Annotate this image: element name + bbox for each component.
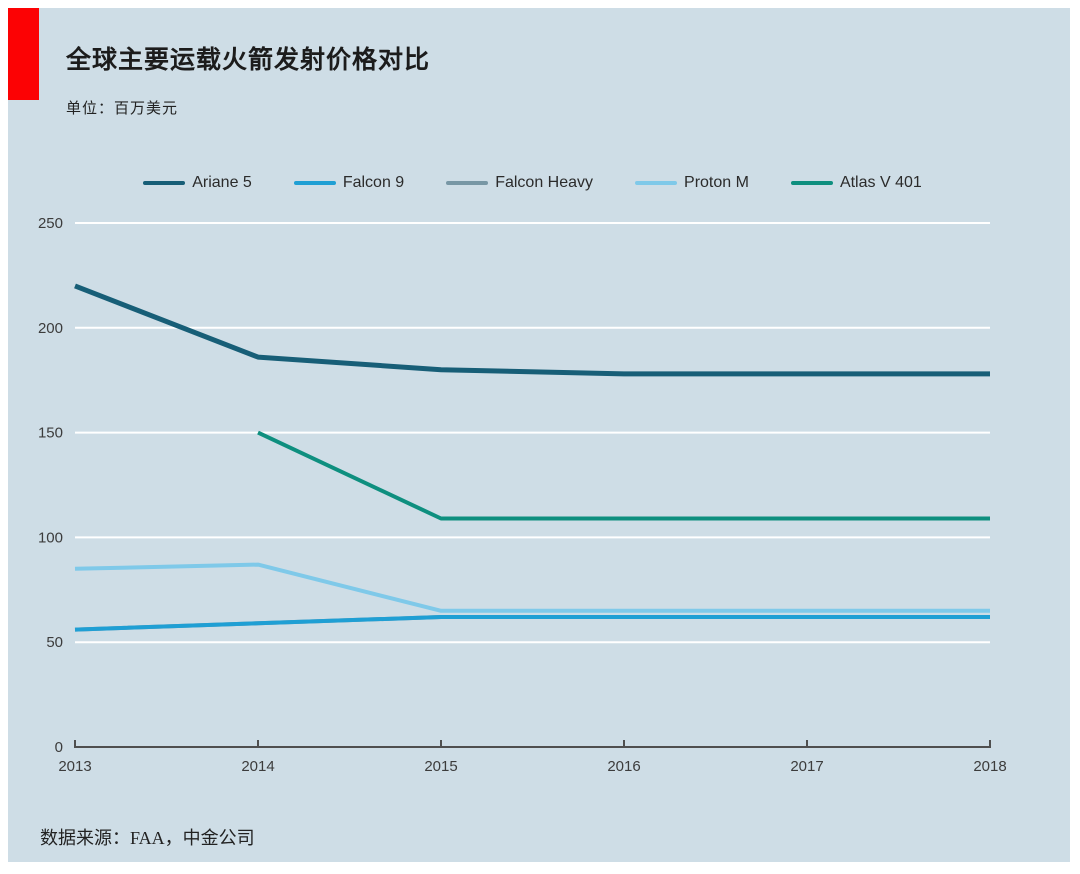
legend-label-falcon-9: Falcon 9 [342,174,405,191]
chart-title: 全球主要运载火箭发射价格对比 [66,46,431,74]
x-tick-label-2015: 2015 [424,758,457,775]
chart-legend: Ariane 5 Falcon 9 Falcon Heavy Proton M Atla… [75,174,990,192]
data-source-note: 数据来源：FAA，中金公司 [40,828,255,848]
legend-swatch-falcon-heavy [446,181,489,185]
x-tick-label-2016: 2016 [607,758,640,775]
unit-label: 单位：百万美元 [66,100,179,117]
legend-item-ariane-5: Ariane 5 [143,174,252,192]
legend-swatch-proton-m [635,181,678,185]
y-tick-label-100: 100 [38,529,63,546]
red-accent-block [8,8,39,100]
legend-label-falcon-heavy: Falcon Heavy [495,174,594,191]
legend-item-falcon-heavy: Falcon Heavy [446,174,593,192]
y-tick-label-200: 200 [38,320,63,337]
x-tick-label-2014: 2014 [241,758,274,775]
series-line-falcon-9 [74,615,990,632]
chart-panel [8,8,1070,862]
legend-swatch-falcon-9 [293,181,336,185]
legend-label-ariane-5: Ariane 5 [192,174,252,191]
y-tick-label-150: 150 [38,425,63,442]
legend-item-proton-m: Proton M [635,174,749,192]
y-tick-label-0: 0 [55,739,63,756]
legend-item-falcon-9: Falcon 9 [293,174,405,192]
y-tick-label-250: 250 [38,215,63,232]
y-tick-label-50: 50 [46,634,63,651]
series-line-atlas-v-401 [257,430,990,521]
x-tick-label-2017: 2017 [790,758,823,775]
legend-label-atlas-v-401: Atlas V 401 [839,174,922,191]
x-tick-label-2018: 2018 [973,758,1006,775]
x-tick-label-2013: 2013 [58,758,91,775]
series-line-ariane-5 [74,283,990,377]
legend-swatch-atlas-v-401 [790,181,833,185]
legend-item-atlas-v-401: Atlas V 401 [790,174,922,192]
legend-label-proton-m: Proton M [684,174,749,191]
series-line-proton-m [74,562,990,613]
legend-swatch-ariane-5 [143,181,186,185]
